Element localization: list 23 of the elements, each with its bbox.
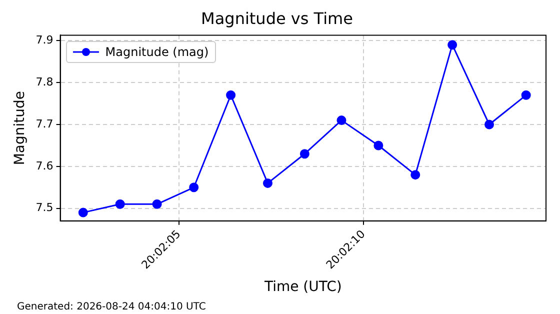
x-axis-title: Time (UTC)	[263, 279, 342, 296]
legend-label: Magnitude (mag)	[105, 45, 209, 60]
point	[336, 116, 346, 126]
y-tick-label: 7.8	[36, 75, 54, 88]
point	[484, 120, 494, 130]
point	[152, 199, 162, 209]
text: Generated: 2026-08-24 04:04:10 UTC	[17, 302, 206, 313]
chart-title: Magnitude vs Time	[201, 8, 353, 28]
point	[189, 182, 199, 192]
y-tick-label: 7.7	[36, 117, 54, 130]
y-tick-label: 7.9	[36, 34, 54, 47]
point	[78, 208, 88, 218]
point	[410, 170, 420, 180]
point	[521, 90, 531, 100]
point	[262, 178, 272, 188]
point	[115, 199, 125, 209]
point	[374, 140, 384, 150]
point	[226, 90, 236, 100]
y-axis-title: Magnitude	[12, 90, 28, 166]
point	[300, 149, 310, 159]
y-tick-label: 7.5	[36, 201, 54, 214]
point	[448, 40, 458, 50]
y-tick-label: 7.6	[36, 159, 54, 172]
